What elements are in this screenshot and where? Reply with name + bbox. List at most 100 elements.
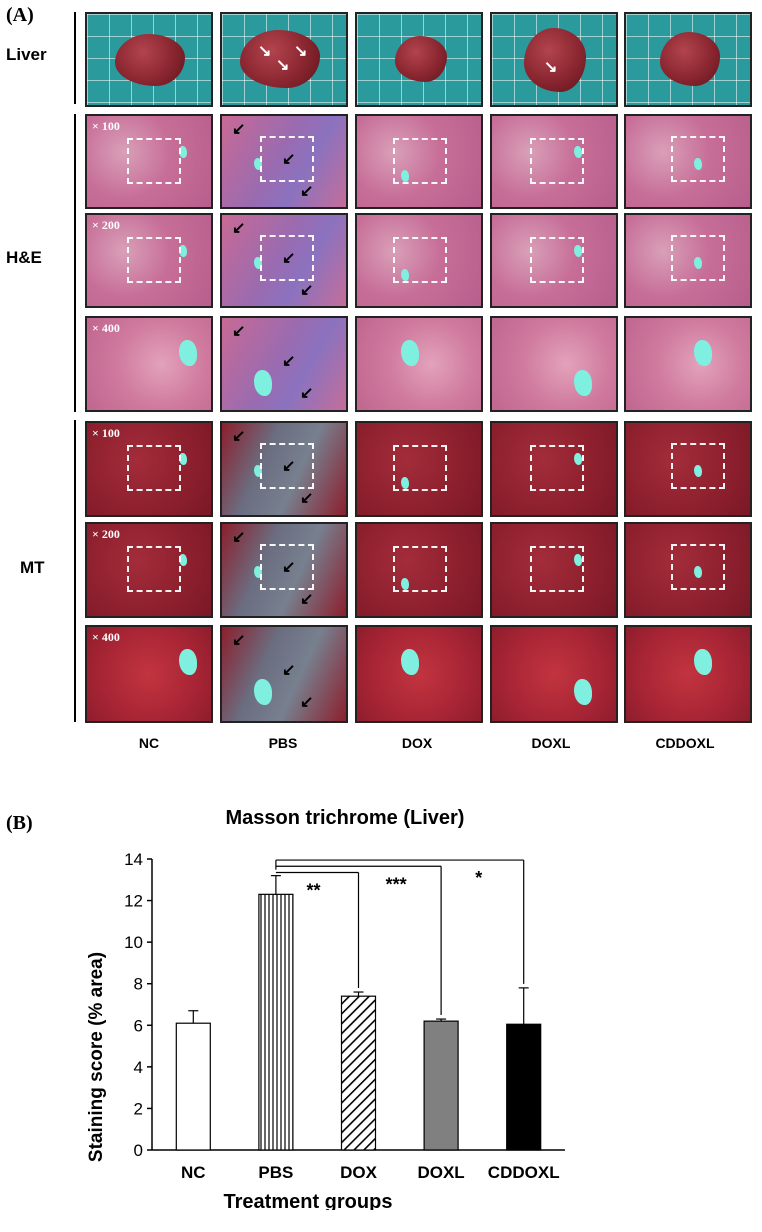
lesion-arrow-icon: ↙ xyxy=(282,151,296,168)
zoom-region-box xyxy=(393,237,447,283)
lesion-arrow-icon: ↙ xyxy=(300,490,314,507)
bar-dox xyxy=(340,995,377,1151)
x-axis-label: Treatment groups xyxy=(224,1191,393,1210)
he-x400-nc: × 400 xyxy=(85,316,213,412)
vessel xyxy=(694,340,712,366)
mt-x100-cddoxl xyxy=(624,421,752,517)
significance-label: ** xyxy=(306,881,320,901)
chart-title: Masson trichrome (Liver) xyxy=(226,807,465,829)
he-group-bracket xyxy=(74,114,76,412)
mt-x100-doxl xyxy=(490,421,618,517)
lesion-arrow-icon: ↙ xyxy=(232,323,246,340)
panel-a-label: (A) xyxy=(6,4,34,26)
mt-x200-pbs: ↙ ↙ ↙ xyxy=(220,522,348,618)
vessel xyxy=(254,679,272,705)
vessel xyxy=(694,257,702,269)
liver-organ xyxy=(240,30,320,88)
lesion-arrow-icon: ↘ xyxy=(258,43,272,60)
x-tick-label: NC xyxy=(181,1163,206,1182)
he-x400-cddoxl xyxy=(624,316,752,412)
lesion-arrow-icon: ↙ xyxy=(232,632,246,649)
lesion-arrow-icon: ↘ xyxy=(544,59,558,76)
column-label-cddoxl: CDDOXL xyxy=(655,735,715,751)
bar-pbs xyxy=(258,893,294,1151)
vessel xyxy=(694,649,712,675)
lesion-arrow-icon: ↙ xyxy=(300,183,314,200)
zoom-region-box xyxy=(530,138,584,184)
y-axis-label: Staining score (% area) xyxy=(86,952,107,1162)
zoom-region-box xyxy=(127,546,181,592)
column-label-pbs: PBS xyxy=(268,735,298,751)
mt-x400-pbs: ↙ ↙ ↙ xyxy=(220,625,348,723)
x-tick-label: PBS xyxy=(258,1163,293,1182)
magnification-label: × 100 xyxy=(92,119,120,133)
lesion-arrow-icon: ↙ xyxy=(300,282,314,299)
column-label-nc: NC xyxy=(138,735,160,751)
zoom-region-box xyxy=(260,136,314,182)
zoom-region-box xyxy=(393,138,447,184)
bar-nc xyxy=(175,1022,211,1151)
he-x100-nc: × 100 xyxy=(85,114,213,209)
vessel xyxy=(401,649,419,675)
panel-b-label: (B) xyxy=(6,812,33,834)
significance-label: * xyxy=(475,868,482,888)
liver-photo-pbs: ↘ ↘ ↘ xyxy=(220,12,348,107)
row-label-mt: MT xyxy=(20,558,45,577)
x-tick-label: DOXL xyxy=(417,1163,464,1182)
vessel xyxy=(254,566,262,578)
he-x100-dox xyxy=(355,114,483,209)
he-x200-doxl xyxy=(490,213,618,308)
lesion-arrow-icon: ↙ xyxy=(300,385,314,402)
vessel xyxy=(574,146,582,158)
zoom-region-box xyxy=(530,445,584,491)
zoom-region-box xyxy=(127,237,181,283)
vessel xyxy=(254,158,262,170)
vessel xyxy=(401,477,409,489)
liver-organ xyxy=(395,36,447,82)
liver-photo-cddoxl xyxy=(624,12,752,107)
vessel xyxy=(574,679,592,705)
vessel xyxy=(694,158,702,170)
mt-x200-cddoxl xyxy=(624,522,752,618)
lesion-arrow-icon: ↙ xyxy=(282,458,296,475)
magnification-label: × 200 xyxy=(92,527,120,541)
mt-x100-nc: × 100 xyxy=(85,421,213,517)
lesion-arrow-icon: ↙ xyxy=(232,220,246,237)
zoom-region-box xyxy=(671,136,725,182)
bar-doxl xyxy=(423,1020,459,1151)
liver-photo-doxl: ↘ xyxy=(490,12,618,107)
liver-organ xyxy=(115,34,185,86)
row-label-liver: Liver xyxy=(6,45,47,64)
mt-x100-dox xyxy=(355,421,483,517)
vessel xyxy=(179,245,187,257)
he-x100-doxl xyxy=(490,114,618,209)
zoom-region-box xyxy=(260,443,314,489)
lesion-arrow-icon: ↘ xyxy=(276,57,290,74)
vessel xyxy=(179,554,187,566)
vessel xyxy=(179,453,187,465)
he-x200-dox xyxy=(355,213,483,308)
zoom-region-box xyxy=(127,138,181,184)
zoom-region-box xyxy=(260,544,314,590)
y-tick-label: 2 xyxy=(134,1099,143,1118)
zoom-region-box xyxy=(393,445,447,491)
zoom-region-box xyxy=(530,237,584,283)
y-tick-label: 0 xyxy=(134,1141,143,1160)
he-x400-doxl xyxy=(490,316,618,412)
zoom-region-box xyxy=(671,443,725,489)
zoom-region-box xyxy=(260,235,314,281)
column-label-dox: DOX xyxy=(401,735,433,751)
lesion-arrow-icon: ↙ xyxy=(232,121,246,138)
liver-photo-dox xyxy=(355,12,483,107)
lesion-arrow-icon: ↙ xyxy=(232,529,246,546)
row-label-he: H&E xyxy=(6,248,42,267)
lesion-arrow-icon: ↙ xyxy=(232,428,246,445)
lesion-arrow-icon: ↙ xyxy=(282,353,296,370)
lesion-arrow-icon: ↙ xyxy=(300,694,314,711)
lesion-arrow-icon: ↙ xyxy=(282,662,296,679)
vessel xyxy=(694,465,702,477)
he-x200-cddoxl xyxy=(624,213,752,308)
zoom-region-box xyxy=(127,445,181,491)
magnification-label: × 400 xyxy=(92,321,120,335)
he-x200-pbs: ↙ ↙ ↙ xyxy=(220,213,348,308)
